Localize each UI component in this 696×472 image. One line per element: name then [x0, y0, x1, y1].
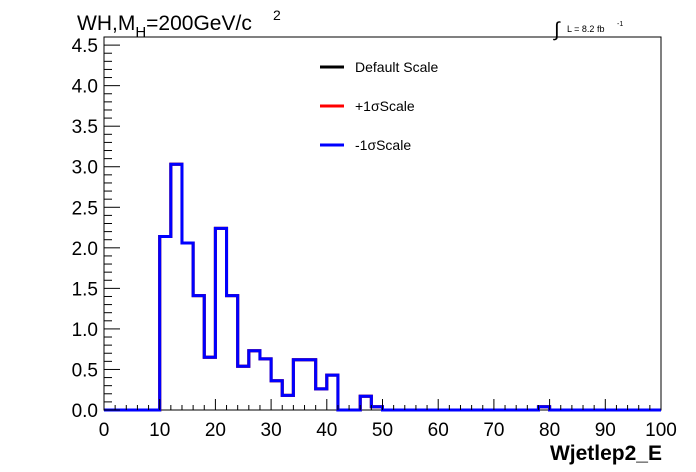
y-tick-label: 4.0: [72, 77, 98, 98]
title-main: WH,M: [77, 12, 135, 35]
legend: Default Scale +1σScale -1σScale: [320, 59, 438, 153]
y-tick-label: 1.0: [72, 320, 98, 341]
x-tick-label: 10: [149, 420, 170, 441]
y-tick-label: 3.0: [72, 158, 98, 179]
x-tick-label: 90: [595, 420, 616, 441]
x-tick-label: 50: [372, 420, 393, 441]
x-tick-label: 30: [261, 420, 282, 441]
y-tick-label: 0.0: [72, 401, 98, 422]
lumi-superscript: -1: [617, 21, 623, 28]
series-line-0: [104, 162, 661, 412]
y-tick-label: 2.5: [72, 198, 98, 219]
legend-label-0: Default Scale: [355, 59, 438, 75]
series-line-1: [104, 162, 661, 412]
plot-frame: [103, 36, 662, 411]
lumi-text: L = 8.2 fb: [567, 24, 604, 34]
title-superscript: 2: [273, 7, 281, 23]
x-tick-label: 70: [483, 420, 504, 441]
x-tick-label: 100: [645, 420, 677, 441]
axes: 0 10 20 30 40 50 60 70 80 90 100 0.0 0.5 1.0 1.5 2.0 2.5…: [72, 36, 677, 441]
integral-symbol: ∫: [553, 19, 561, 41]
y-tick-label: 0.5: [72, 360, 98, 381]
x-axis-label: Wjetlep2_E: [550, 442, 662, 465]
title-subscript: H: [135, 24, 146, 41]
y-tick-label: 1.5: [72, 279, 98, 300]
histogram-series: [104, 162, 661, 412]
y-tick-label: 3.5: [72, 117, 98, 138]
y-tick-label: 2.0: [72, 239, 98, 260]
y-tick-label: 4.5: [72, 36, 98, 57]
series-line-2: [104, 162, 661, 412]
luminosity-label: ∫ L = 8.2 fb -1: [553, 19, 623, 41]
x-tick-label: 40: [316, 420, 337, 441]
x-tick-label: 0: [99, 420, 110, 441]
svg-text:WH,MH=200GeV/c: WH,MH=200GeV/c: [77, 12, 252, 41]
legend-label-1: +1σScale: [355, 98, 415, 114]
x-tick-label: 60: [428, 420, 449, 441]
chart-title: WH,MH=200GeV/c 2: [77, 7, 281, 41]
x-tick-label: 80: [539, 420, 560, 441]
title-rest: =200GeV/c: [146, 12, 252, 35]
legend-label-2: -1σScale: [355, 137, 411, 153]
x-tick-label: 20: [205, 420, 226, 441]
